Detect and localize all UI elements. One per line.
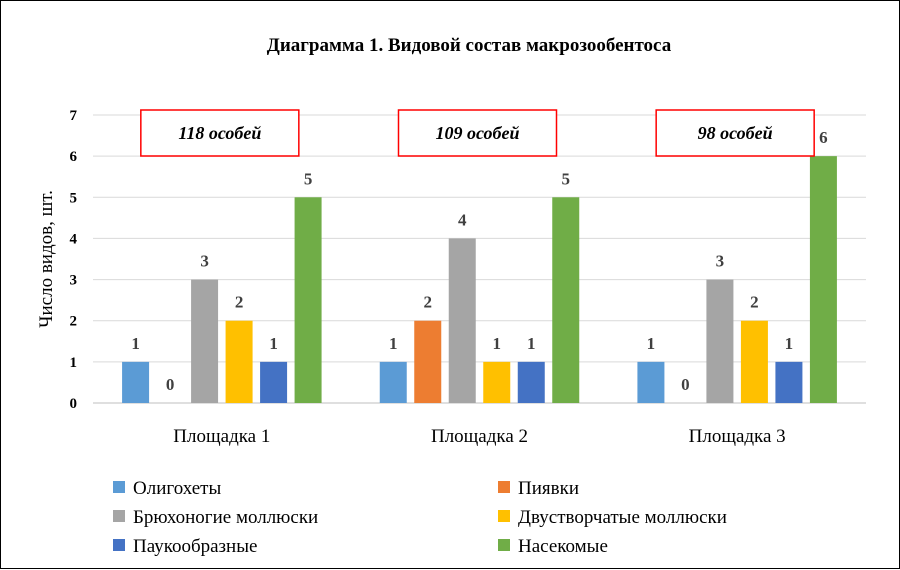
bar bbox=[517, 361, 545, 403]
bar bbox=[122, 361, 150, 403]
annotation-box bbox=[655, 109, 815, 157]
annotation-box bbox=[397, 109, 558, 157]
x-tick-label: Площадка 1 bbox=[173, 426, 270, 447]
y-tick-label: 4 bbox=[70, 231, 78, 247]
legend-label: Брюхоногие моллюски bbox=[133, 507, 318, 528]
annotation-label: 118 особей bbox=[178, 123, 261, 143]
data-label: 1 bbox=[785, 334, 794, 353]
data-label: 5 bbox=[562, 169, 571, 188]
legend-swatch bbox=[498, 539, 510, 551]
legend-label: Олигохеты bbox=[133, 478, 221, 499]
bar bbox=[379, 361, 407, 403]
annotations: 118 особей 109 особей 98 особей bbox=[140, 109, 815, 157]
data-label: 3 bbox=[200, 252, 209, 271]
legend-label: Пиявки bbox=[518, 478, 579, 499]
bar bbox=[448, 238, 476, 403]
annotation-label: 98 особей bbox=[698, 123, 773, 143]
legend-label: Насекомые bbox=[518, 536, 608, 557]
bar bbox=[740, 320, 768, 403]
legend-swatch bbox=[498, 510, 510, 522]
bar bbox=[809, 156, 837, 403]
y-tick-label: 5 bbox=[70, 190, 78, 206]
y-tick-label: 2 bbox=[70, 314, 78, 330]
data-label: 4 bbox=[458, 210, 467, 229]
legend-swatch bbox=[498, 481, 510, 493]
bar bbox=[414, 320, 442, 403]
bar bbox=[294, 197, 322, 403]
y-tick-label: 6 bbox=[70, 149, 78, 165]
annotation-box bbox=[140, 109, 300, 157]
y-tick-label: 1 bbox=[70, 355, 78, 371]
data-label: 0 bbox=[166, 375, 175, 394]
data-label: 5 bbox=[304, 169, 313, 188]
data-label: 1 bbox=[527, 334, 536, 353]
y-axis-label: Число видов, шт. bbox=[36, 190, 57, 328]
bar bbox=[552, 197, 580, 403]
data-label: 6 bbox=[819, 128, 828, 147]
x-tick-label: Площадка 3 bbox=[689, 426, 786, 447]
bar bbox=[225, 320, 253, 403]
legend-swatch bbox=[113, 510, 125, 522]
data-label: 2 bbox=[750, 293, 759, 312]
bar bbox=[775, 361, 803, 403]
y-tick-label: 0 bbox=[70, 396, 78, 412]
data-label: 1 bbox=[389, 334, 398, 353]
chart-title: Диаграмма 1. Видовой состав макрозообент… bbox=[267, 35, 672, 56]
legend-swatch bbox=[113, 481, 125, 493]
legend-swatch bbox=[113, 539, 125, 551]
bar bbox=[637, 361, 665, 403]
legend-label: Двустворчатые моллюски bbox=[518, 507, 727, 528]
y-axis-ticks: 0 1 2 3 4 5 6 7 bbox=[70, 108, 78, 412]
data-label: 3 bbox=[716, 252, 725, 271]
bars bbox=[122, 156, 837, 403]
legend-label: Паукообразные bbox=[133, 536, 257, 557]
x-tick-label: Площадка 2 bbox=[431, 426, 528, 447]
data-label: 1 bbox=[493, 334, 502, 353]
data-label: 1 bbox=[131, 334, 140, 353]
data-label: 1 bbox=[647, 334, 656, 353]
data-labels: 1 0 3 2 1 5 1 2 4 1 1 5 1 0 3 2 1 6 bbox=[131, 128, 827, 394]
bar bbox=[706, 279, 734, 403]
data-label: 2 bbox=[235, 293, 244, 312]
bar bbox=[260, 361, 288, 403]
annotation-label: 109 особей bbox=[435, 123, 519, 143]
data-label: 1 bbox=[269, 334, 278, 353]
x-axis-ticks: Площадка 1 Площадка 2 Площадка 3 bbox=[173, 426, 785, 447]
legend: Олигохеты Пиявки Брюхоногие моллюски Двуств… bbox=[113, 478, 727, 557]
y-tick-label: 7 bbox=[70, 108, 78, 124]
data-label: 0 bbox=[681, 375, 690, 394]
bar bbox=[191, 279, 219, 403]
data-label: 2 bbox=[424, 293, 433, 312]
y-tick-label: 3 bbox=[70, 273, 78, 289]
bar bbox=[483, 361, 511, 403]
